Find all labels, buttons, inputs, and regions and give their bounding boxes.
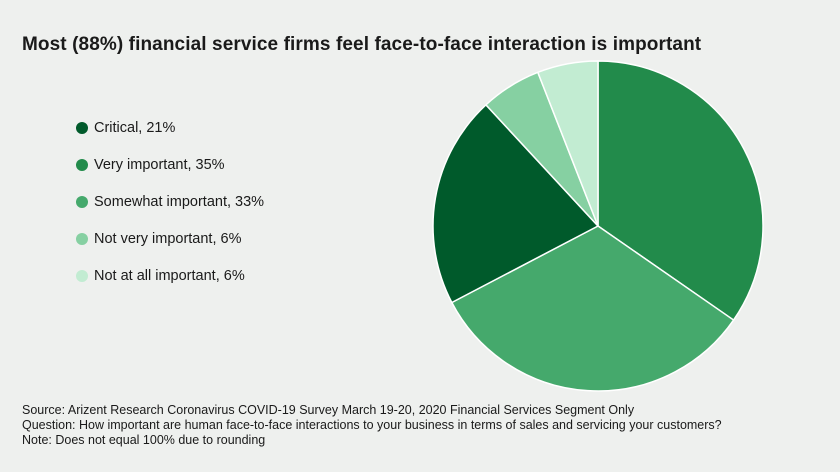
legend-swatch [76,121,88,134]
footer: Source: Arizent Research Coronavirus COV… [22,403,722,448]
legend-item: Somewhat important, 33% [76,183,264,220]
legend-swatch [76,232,88,245]
pie-slice-not-at-all-important [537,60,599,227]
pie-slice-very-important [597,60,764,321]
legend-item: Critical, 21% [76,109,264,146]
legend-item: Not at all important, 6% [76,257,264,294]
question-note: Question: How important are human face-t… [22,418,722,432]
source-note: Source: Arizent Research Coronavirus COV… [22,403,635,417]
chart-title: Most (88%) financial service firms feel … [22,34,702,55]
legend-item: Not very important, 6% [76,220,264,257]
legend-swatch [76,269,88,282]
legend-swatch [76,195,88,208]
legend-swatch [76,158,88,171]
pie-slice-critical [432,104,599,304]
legend-label: Critical, 21% [94,119,176,136]
legend-label: Not at all important, 6% [94,267,245,284]
legend-label: Very important, 35% [94,156,225,173]
rounding-note: Note: Does not equal 100% due to roundin… [22,433,266,447]
legend: Critical, 21% Very important, 35% Somewhat… [76,109,264,294]
legend-label: Somewhat important, 33% [94,193,265,210]
legend-item: Very important, 35% [76,146,264,183]
legend-label: Not very important, 6% [94,230,242,247]
pie-slice-somewhat-important [451,225,735,392]
